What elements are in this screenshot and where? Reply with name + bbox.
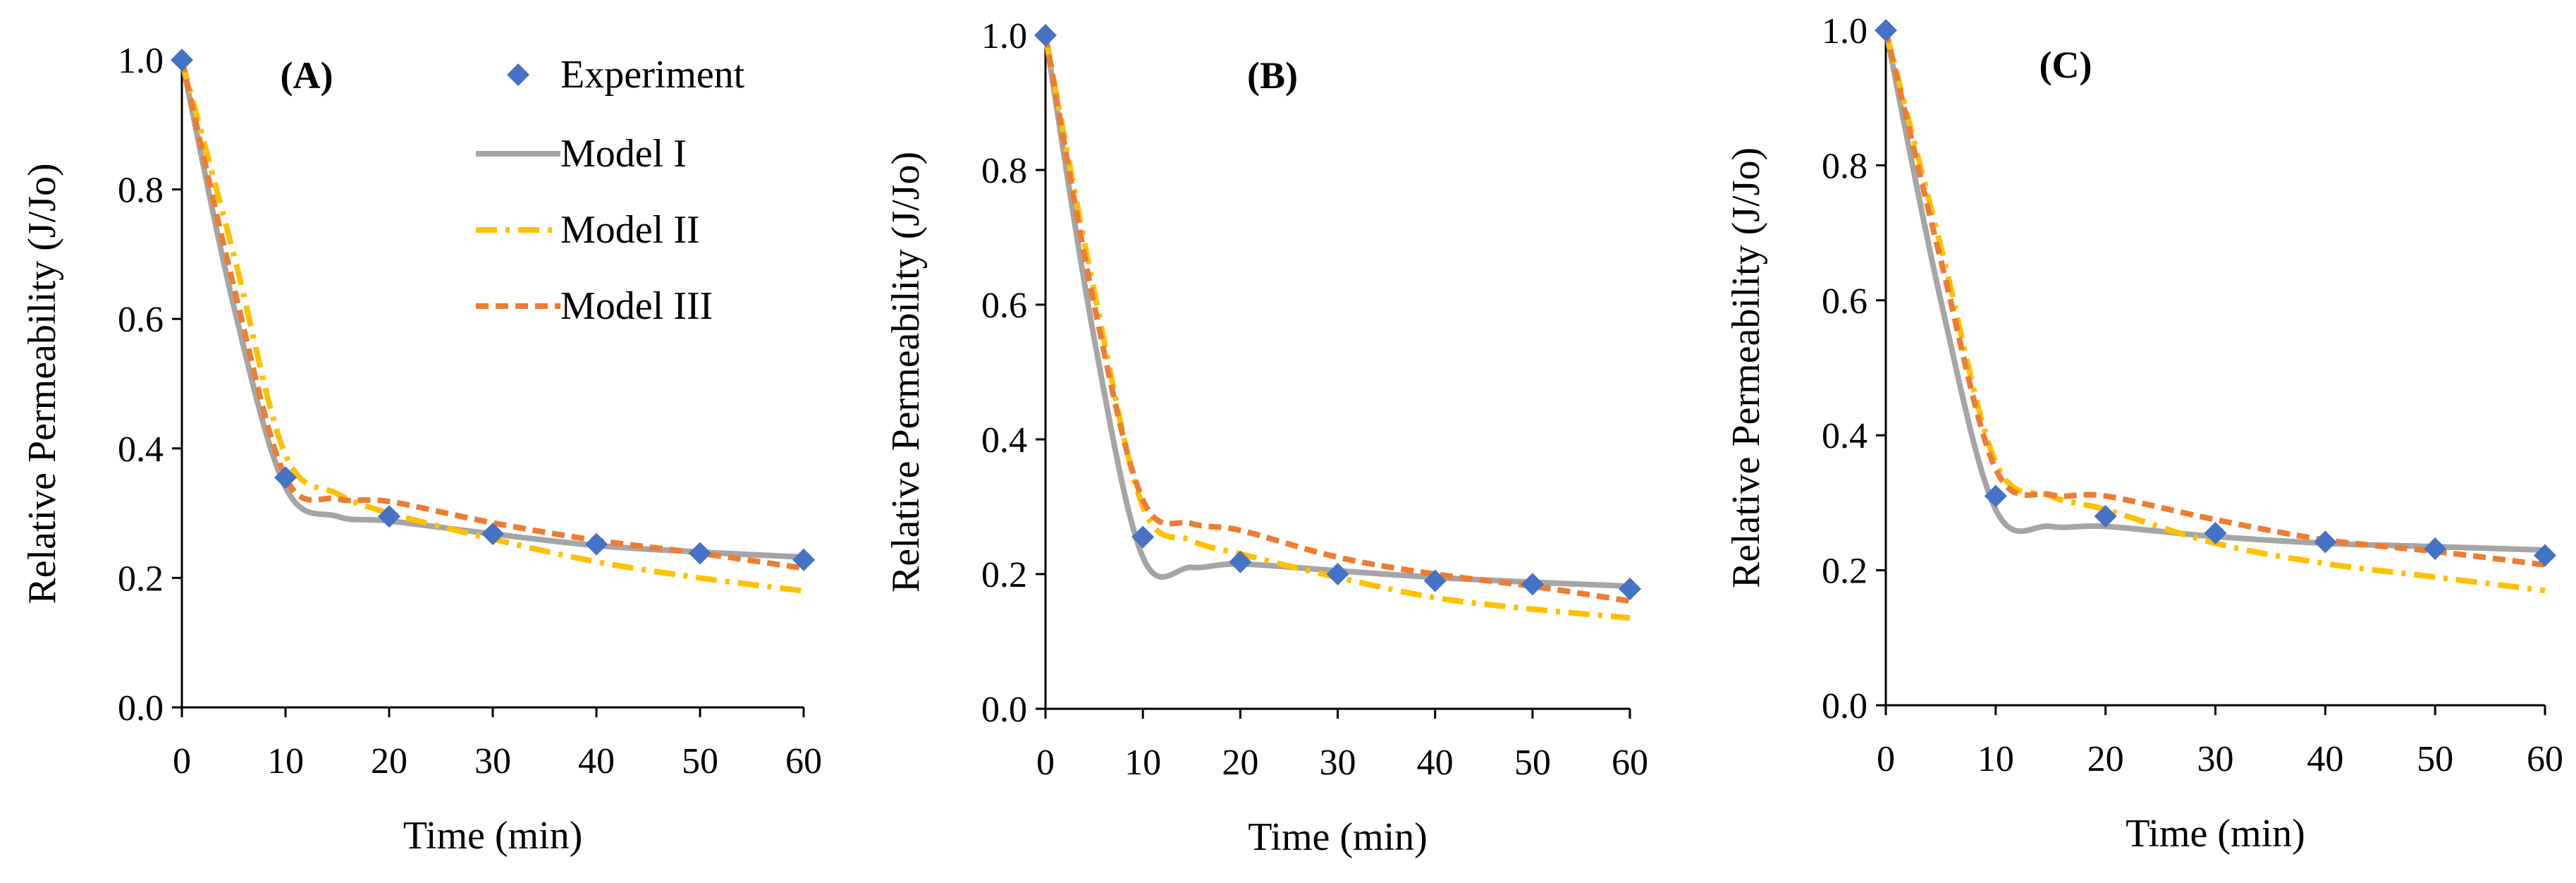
data-point-experiment	[1521, 573, 1544, 596]
legend-label: Model II	[560, 208, 700, 252]
x-axis-title: Time (min)	[1248, 815, 1428, 859]
data-point-experiment	[1131, 525, 1155, 549]
y-tick-label: 0.8	[981, 151, 1027, 191]
y-tick-label: 0.0	[118, 688, 164, 729]
data-point-experiment	[1619, 578, 1641, 601]
data-point-experiment	[1875, 19, 1897, 42]
x-tick-label: 40	[578, 741, 615, 781]
y-tick-label: 0.6	[981, 286, 1027, 326]
chart-c: 0.0 0.2 0.4 0.6 0.8 1.0 0 10 20 30 40 50 60 Time (min…	[1724, 11, 2563, 855]
data-point-experiment	[2094, 505, 2117, 528]
series-line-model1-c	[1883, 30, 2546, 553]
y-tick-label: 0.2	[118, 559, 164, 599]
chart-panels: 0.0 0.2 0.4 0.6 0.8 1.0 0 10 20 30 40 50 60 Time (min…	[20, 11, 2563, 859]
x-tick-label: 20	[371, 741, 407, 781]
series-line-model2-b	[1043, 35, 1631, 621]
legend-swatch-experiment	[507, 63, 529, 86]
y-tick-label: 0.4	[118, 430, 164, 470]
x-tick-label: 20	[1222, 743, 1258, 783]
x-tick-label: 30	[2197, 739, 2234, 779]
data-point-experiment	[2314, 530, 2337, 554]
x-axis-title: Time (min)	[403, 814, 583, 858]
x-tick-label: 30	[474, 741, 511, 781]
y-axis-title: Relative Permeability (J/Jo)	[884, 152, 928, 592]
y-tick-label: 0.8	[1822, 146, 1867, 186]
x-tick-label: 20	[2087, 739, 2124, 779]
y-tick-label: 0.8	[118, 171, 164, 211]
data-point-experiment	[1229, 550, 1252, 573]
x-tick-label: 10	[1977, 739, 2014, 779]
data-point-experiment	[482, 522, 504, 545]
panel-label: (B)	[1247, 54, 1298, 97]
series-line-model3-c	[1883, 30, 2546, 568]
legend-item-model3: Model III	[476, 284, 713, 328]
x-tick-label: 0	[173, 741, 191, 781]
y-tick-label: 0.6	[1822, 281, 1867, 322]
panel-label: (A)	[281, 54, 333, 97]
series-line-model1-a	[179, 59, 804, 560]
x-tick-label: 60	[1612, 743, 1648, 783]
data-point-experiment	[1034, 24, 1057, 47]
x-tick-label: 50	[2417, 739, 2453, 779]
data-point-experiment	[378, 505, 400, 528]
chart-a: 0.0 0.2 0.4 0.6 0.8 1.0 0 10 20 30 40 50 60 Time (min…	[20, 41, 822, 858]
x-tick-label: 30	[1320, 743, 1356, 783]
legend-label: Model III	[560, 284, 713, 328]
y-tick-label: 0.0	[981, 690, 1027, 730]
data-point-experiment	[1984, 485, 2007, 508]
panel-label: (C)	[2040, 44, 2092, 86]
x-tick-label: 0	[1036, 743, 1055, 783]
x-tick-label: 10	[1124, 743, 1161, 783]
y-tick-label: 1.0	[981, 16, 1027, 56]
y-tick-label: 1.0	[1822, 11, 1867, 51]
data-point-experiment	[792, 548, 815, 571]
series-line-model1-b	[1043, 35, 1631, 590]
x-tick-label: 40	[2307, 739, 2343, 779]
x-tick-label: 50	[1514, 743, 1551, 783]
legend: Experiment Model I Model II Model III	[476, 53, 745, 328]
legend-label: Experiment	[560, 53, 745, 97]
data-point-experiment	[171, 49, 193, 71]
data-point-experiment	[2534, 544, 2556, 567]
y-axis-title: Relative Permeability (J/Jo)	[20, 163, 64, 604]
x-tick-label: 10	[267, 741, 304, 781]
x-tick-label: 50	[682, 741, 718, 781]
legend-label: Model I	[560, 132, 687, 176]
y-tick-label: 0.6	[118, 300, 164, 340]
series-line-model3-a	[179, 59, 804, 571]
data-point-experiment	[274, 466, 297, 489]
y-tick-label: 0.4	[981, 420, 1027, 461]
y-tick-label: 0.4	[1822, 416, 1867, 456]
y-tick-label: 1.0	[118, 41, 164, 81]
data-point-experiment	[1326, 563, 1349, 585]
y-tick-label: 0.0	[1822, 686, 1867, 726]
x-tick-label: 60	[2527, 739, 2563, 779]
data-point-experiment	[2204, 521, 2227, 544]
y-tick-label: 0.2	[981, 555, 1027, 595]
data-point-experiment	[1423, 569, 1447, 592]
x-axis-title: Time (min)	[2126, 812, 2305, 855]
x-tick-label: 0	[1877, 739, 1895, 779]
series-line-model2-c	[1883, 30, 2546, 594]
y-tick-label: 0.2	[1822, 552, 1867, 592]
chart-b: 0.0 0.2 0.4 0.6 0.8 1.0 0 10 20 30 40 50 60 Time (min…	[884, 16, 1648, 859]
data-point-experiment	[2424, 537, 2447, 560]
legend-item-model1: Model I	[476, 132, 687, 176]
x-tick-label: 40	[1417, 743, 1454, 783]
data-point-experiment	[689, 542, 711, 565]
legend-item-model2: Model II	[476, 208, 700, 252]
x-tick-label: 60	[785, 741, 822, 781]
legend-item-experiment: Experiment	[507, 53, 745, 97]
data-point-experiment	[585, 532, 608, 556]
series-line-model3-b	[1043, 35, 1631, 604]
y-axis-title: Relative Permeability (J/Jo)	[1724, 147, 1768, 588]
